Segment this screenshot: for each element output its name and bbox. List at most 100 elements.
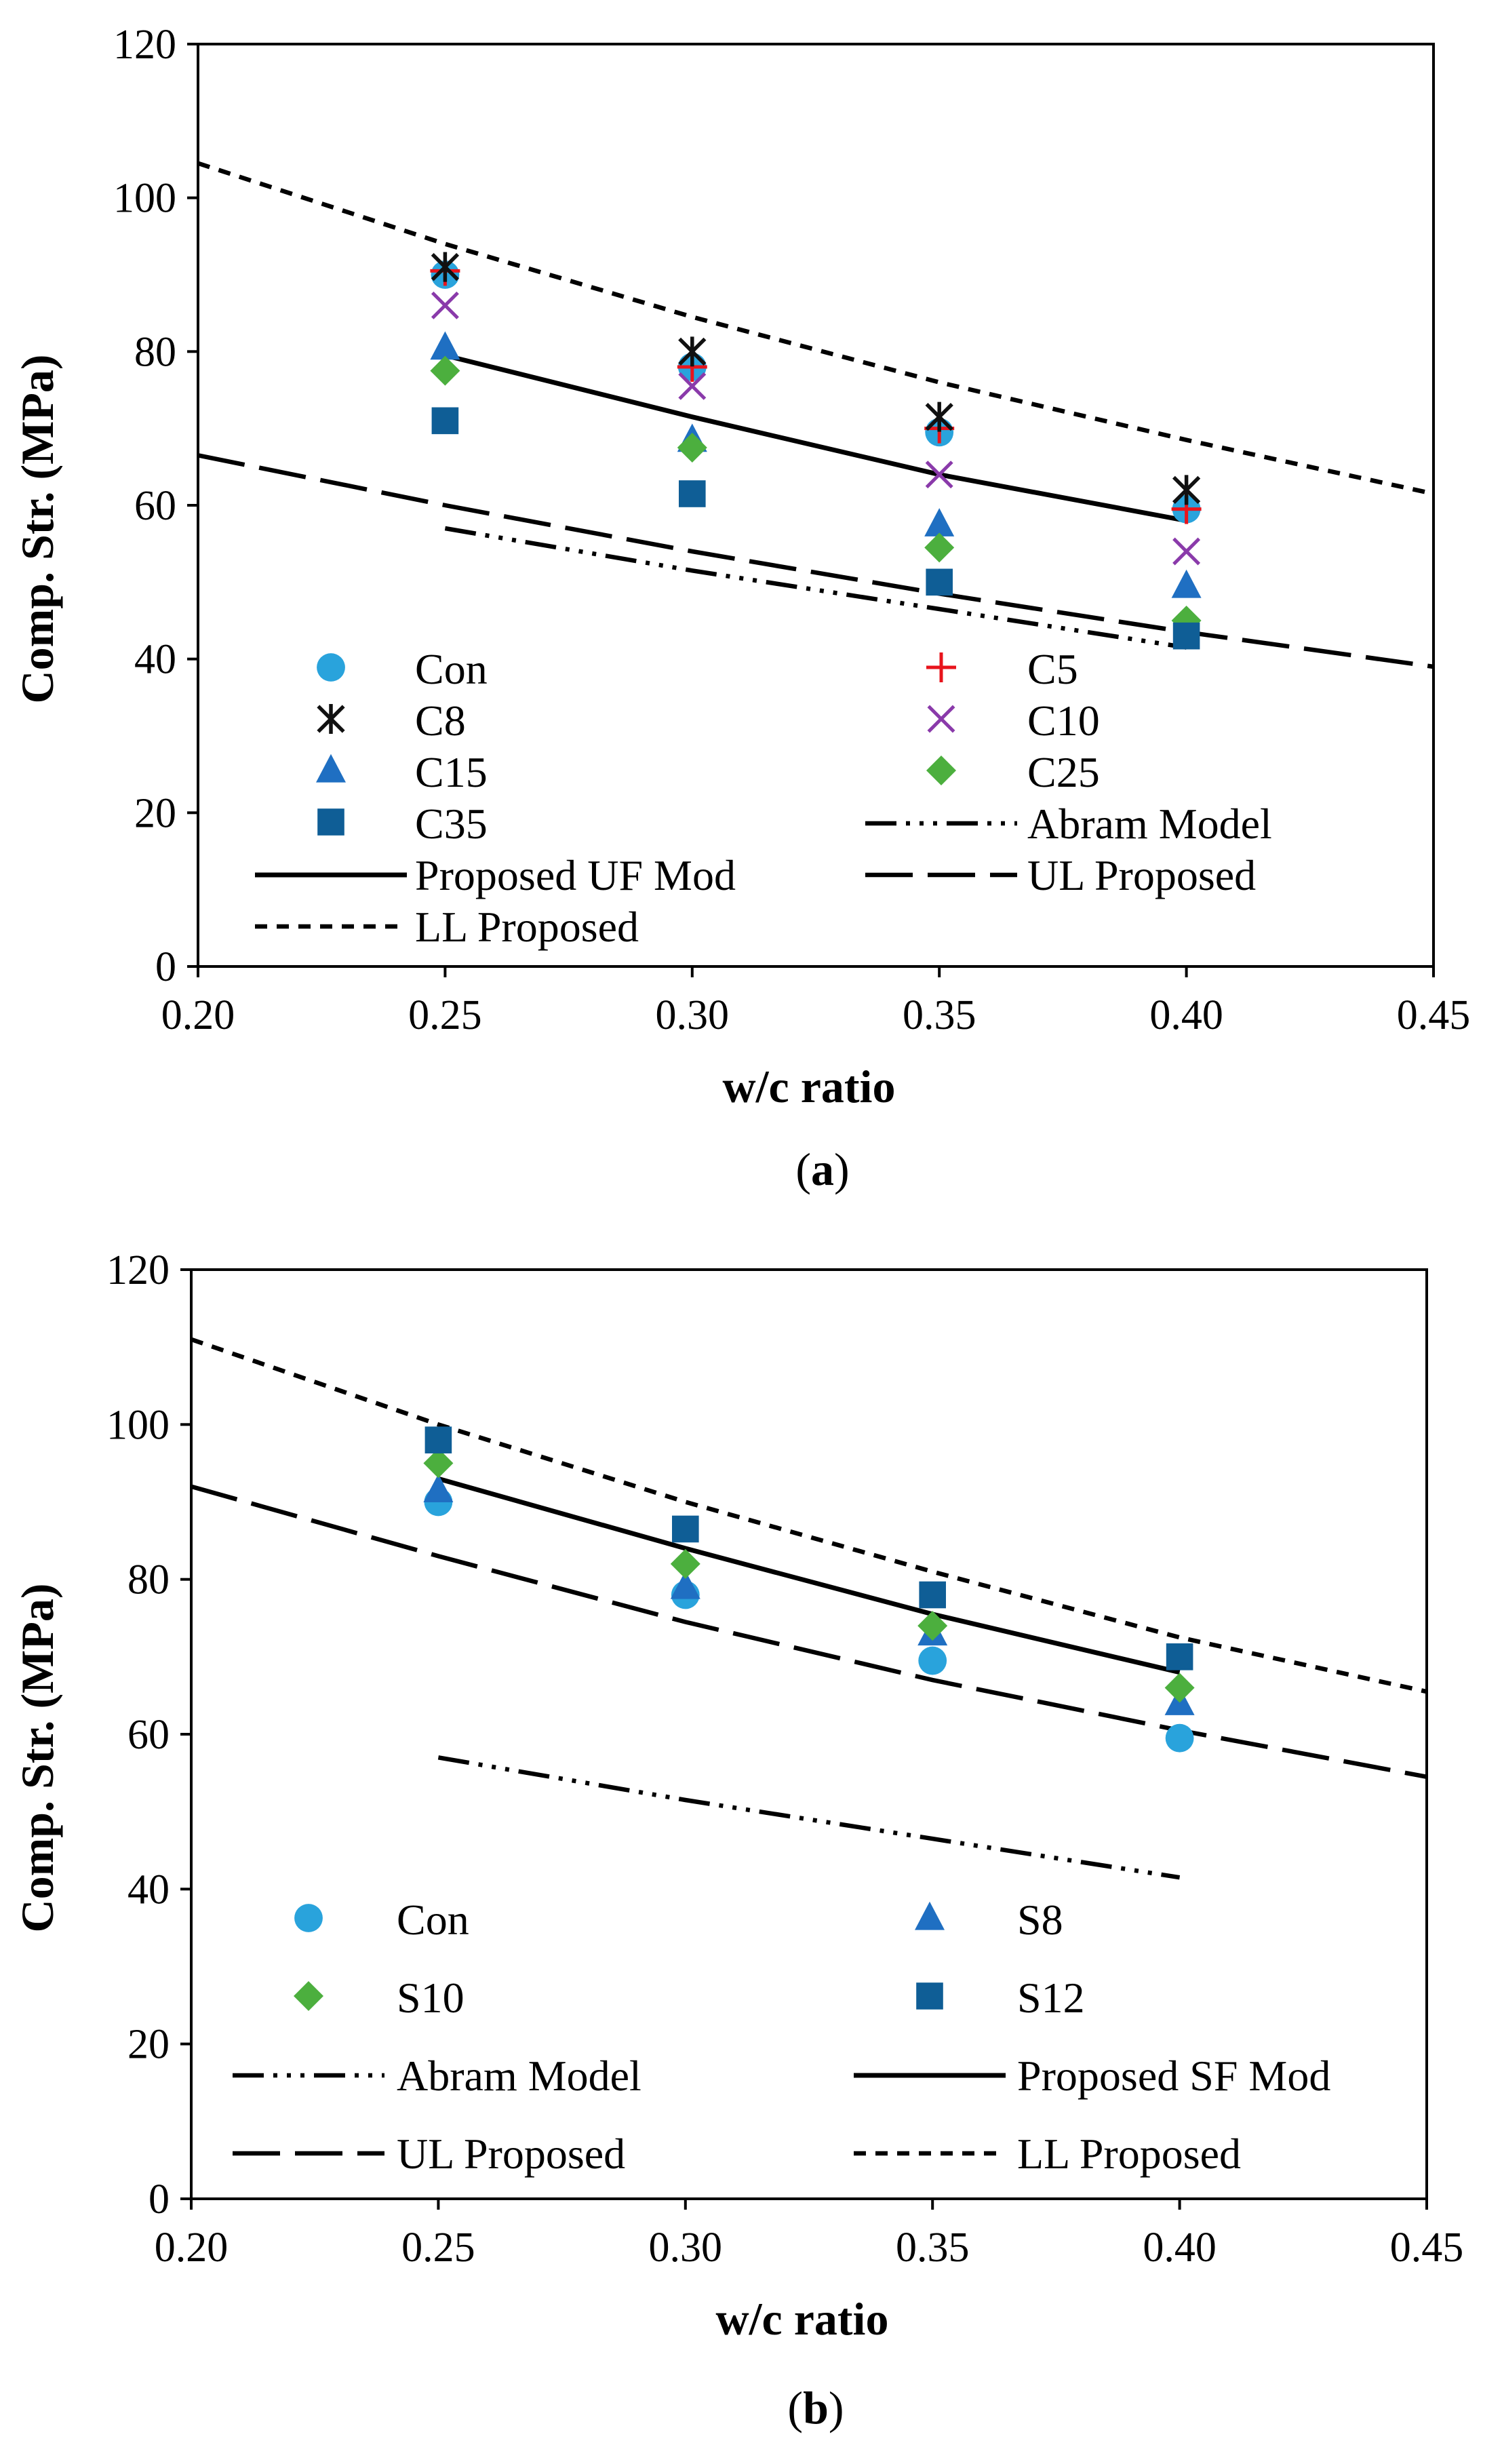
panel-a: 0 20 40 60 80 100 120 0.20 0.25 0.30 0.35 0.40 0.45 w… (12, 22, 1470, 1195)
panel-b: 0 20 40 60 80 100 120 0.20 0.25 0.30 0.35 0.40 0.45 w… (12, 1247, 1463, 2433)
point-c10 (925, 461, 953, 489)
legend-label-c35: C35 (415, 800, 488, 848)
panel-label-open-paren: ( (787, 2382, 803, 2433)
legend-marker-c35 (317, 808, 344, 836)
panel-label-letter: b (803, 2382, 829, 2433)
panel-label-close-paren: ) (829, 2382, 844, 2433)
legend-label-c25: C25 (1027, 748, 1100, 796)
legend-label-con: Con (415, 645, 488, 693)
point-c10 (1172, 537, 1201, 566)
point-con (1165, 1723, 1194, 1753)
x-tick-label: 0.45 (1390, 2225, 1464, 2271)
series-line-abram-model (437, 1755, 1181, 1880)
y-tick-label: 120 (113, 22, 176, 68)
point-c8 (678, 336, 707, 367)
x-tick-label: 0.20 (161, 992, 235, 1038)
point-c35 (431, 407, 459, 435)
y-axis-title: Comp. Str. (MPa) (12, 355, 63, 704)
series-line-abram-model (444, 526, 1187, 650)
x-tick-label: 0.25 (401, 2225, 475, 2271)
panel-label-close-paren: ) (834, 1143, 850, 1195)
point-s10 (423, 1448, 454, 1479)
y-tick-label: 60 (134, 483, 176, 529)
panel-label-open-paren: ( (795, 1143, 811, 1195)
point-con (918, 1646, 947, 1675)
x-tick-label: 0.25 (408, 992, 482, 1038)
panel-label-letter: a (811, 1143, 834, 1195)
series-line-proposed-uf-mod (444, 353, 1187, 524)
legend-label-abram-model: Abram Model (1027, 800, 1272, 848)
y-tick-label: 100 (106, 1402, 170, 1448)
y-tick-label: 0 (149, 2176, 170, 2223)
x-tick-label: 0.20 (155, 2225, 229, 2271)
panel-label: (a) (795, 1143, 849, 1195)
legend-label-abram-model: Abram Model (397, 2052, 641, 2100)
series-line-ul-proposed (197, 453, 1434, 669)
point-c35 (679, 480, 706, 507)
x-tick-label: 0.40 (1143, 2225, 1217, 2271)
legend-label-c15: C15 (415, 748, 488, 796)
x-tick-label: 0.30 (656, 992, 730, 1038)
point-c15 (924, 508, 955, 536)
legend-marker-c15 (316, 754, 346, 783)
legend-marker-con (294, 1904, 323, 1932)
point-s8 (670, 1570, 700, 1599)
point-c25 (430, 355, 460, 386)
x-tick-label: 0.35 (896, 2225, 970, 2271)
panel-label: (b) (787, 2382, 844, 2433)
point-s12 (672, 1515, 699, 1543)
point-c25 (924, 532, 955, 563)
x-tick-label: 0.45 (1397, 992, 1471, 1038)
point-s10 (670, 1548, 700, 1579)
y-tick-label: 40 (127, 1866, 170, 1913)
legend-marker-s8 (915, 1901, 945, 1930)
point-c15 (1171, 569, 1202, 598)
y-tick-label: 120 (106, 1247, 170, 1293)
point-c25 (677, 433, 707, 463)
point-s8 (423, 1474, 454, 1502)
legend-label-proposed-sf-mod: Proposed SF Mod (1017, 2052, 1330, 2100)
y-axis-title: Comp. Str. (MPa) (12, 1584, 63, 1933)
legend-label-ul-proposed: UL Proposed (1027, 851, 1256, 899)
legend-marker-c5 (926, 652, 956, 682)
y-tick-label: 20 (127, 2022, 170, 2068)
legend-marker-s10 (294, 1981, 323, 2011)
y-tick-label: 80 (134, 329, 176, 375)
legend-label-ll-proposed: LL Proposed (1017, 2130, 1241, 2178)
legend-label-s8: S8 (1017, 1896, 1063, 1944)
legend-marker-c8 (317, 704, 345, 734)
x-tick-label: 0.40 (1149, 992, 1223, 1038)
y-tick-label: 80 (127, 1557, 170, 1603)
y-tick-label: 40 (134, 637, 176, 683)
point-s10 (917, 1611, 948, 1641)
legend-label-s10: S10 (397, 1974, 465, 2022)
series-line-ll-proposed (197, 161, 1434, 496)
series-line-proposed-sf-mod (437, 1476, 1181, 1675)
x-tick-label: 0.35 (903, 992, 976, 1038)
point-c8 (1172, 475, 1201, 505)
point-c35 (1172, 622, 1200, 650)
point-c10 (431, 291, 459, 319)
point-c35 (926, 568, 953, 596)
y-tick-label: 60 (127, 1712, 170, 1758)
y-tick-label: 100 (113, 176, 176, 222)
point-c8 (925, 402, 953, 432)
legend-label-c8: C8 (415, 697, 466, 745)
series-line-ll-proposed (190, 1337, 1427, 1694)
y-tick-label: 0 (155, 944, 176, 990)
legend-marker-con (317, 653, 345, 682)
legend-marker-s12 (916, 1982, 943, 2010)
legend-label-con: Con (397, 1896, 469, 1944)
series-line-ul-proposed (191, 1484, 1427, 1779)
legend-marker-c10 (927, 705, 955, 733)
legend-label-c10: C10 (1027, 697, 1100, 745)
point-s12 (1166, 1643, 1193, 1670)
x-axis-title: w/c ratio (716, 2293, 889, 2345)
point-s10 (1164, 1673, 1195, 1703)
y-tick-label: 20 (134, 790, 176, 836)
legend-label-s12: S12 (1017, 1974, 1085, 2022)
point-s12 (424, 1426, 452, 1453)
legend-marker-c25 (926, 756, 956, 785)
